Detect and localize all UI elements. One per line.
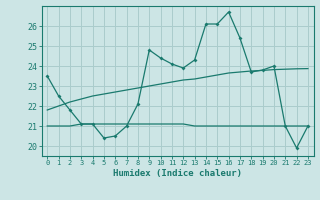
X-axis label: Humidex (Indice chaleur): Humidex (Indice chaleur) [113,169,242,178]
